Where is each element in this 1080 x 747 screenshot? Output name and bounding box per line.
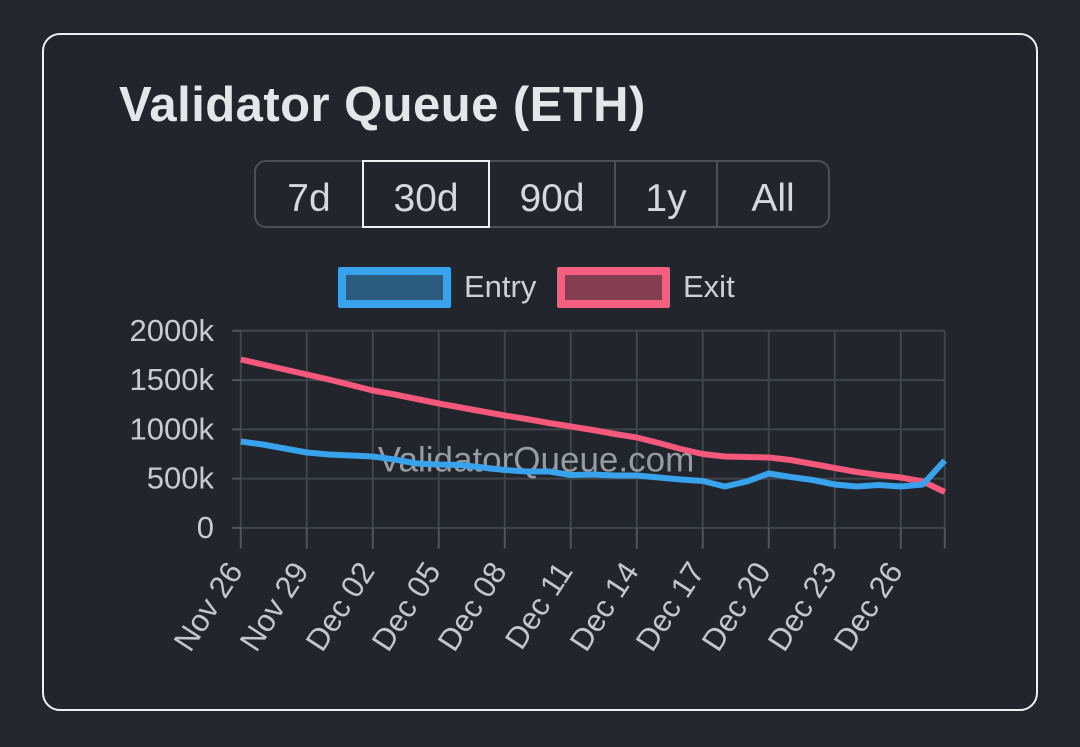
svg-text:500k: 500k (147, 461, 215, 496)
svg-text:1000k: 1000k (130, 411, 215, 446)
svg-text:Dec 08: Dec 08 (431, 556, 514, 657)
svg-text:1500k: 1500k (130, 362, 215, 397)
svg-text:0: 0 (197, 510, 214, 545)
svg-text:2000k: 2000k (130, 313, 215, 348)
svg-text:Dec 26: Dec 26 (827, 556, 910, 657)
